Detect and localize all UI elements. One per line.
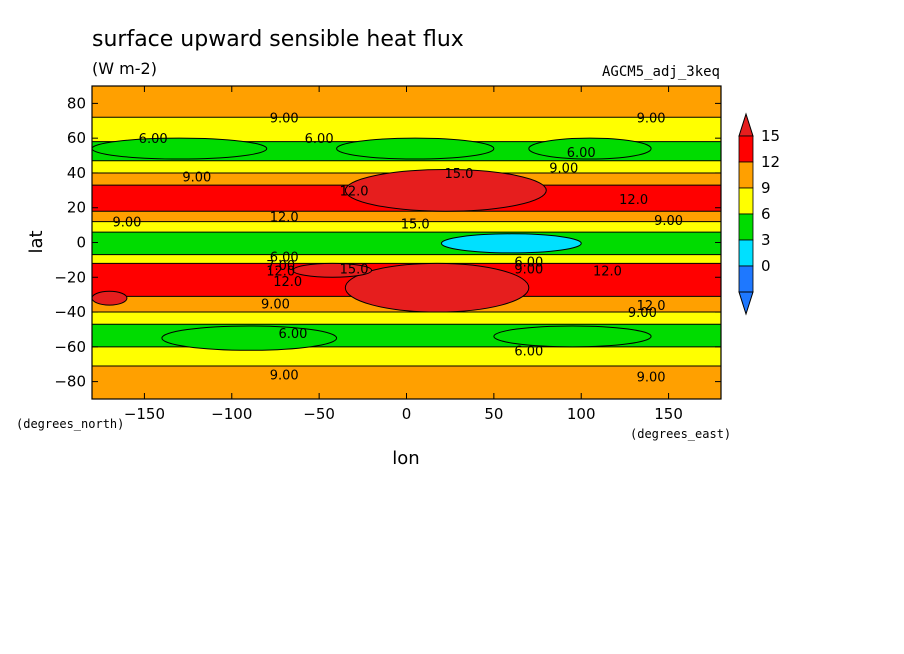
contour-label-24: 9.00 (628, 306, 657, 321)
contour-label-22: 9.00 (261, 297, 290, 312)
colorbar-segment-1 (738, 161, 754, 189)
contour-label-27: 9.00 (270, 369, 299, 384)
y-tick-label-0: −80 (54, 373, 86, 391)
contour-label-9: 12.0 (619, 193, 648, 208)
contour-label-8: 12.0 (340, 184, 369, 199)
colorbar-label-1: 3 (761, 231, 771, 249)
y-axis-label: lat (26, 230, 47, 253)
contour-label-2: 6.00 (139, 132, 168, 147)
colorbar-segment-5 (738, 265, 754, 293)
contour-label-13: 15.0 (401, 217, 430, 232)
colorbar-label-3: 9 (761, 179, 771, 197)
contour-label-23: 12.0 (637, 299, 666, 314)
contour-label-28: 9.00 (637, 370, 666, 385)
y-units-label: (degrees_north) (16, 417, 124, 431)
maximum-region-0 (344, 168, 547, 212)
contour-label-15: 7.00 (266, 259, 295, 274)
x-units-label: (degrees_east) (630, 427, 731, 441)
contour-label-6: 9.00 (182, 170, 211, 185)
contour-label-25: 6.00 (278, 327, 307, 342)
zonal-band-6 (92, 211, 721, 222)
maximum-region-1 (344, 262, 530, 313)
x-tick-label-2: −50 (303, 405, 335, 423)
x-tick-label-4: 50 (484, 405, 503, 423)
minimum-region-4 (440, 233, 582, 254)
y-axis: −80 −60 −40 −20 0 20 40 60 80 (54, 94, 721, 391)
colorbar-segment-2 (738, 187, 754, 215)
y-tick-label-4: 0 (76, 234, 86, 252)
minimum-region-5 (91, 137, 268, 160)
colorbar-bottom-arrow (738, 291, 754, 316)
contour-label-14: 6.00 (270, 250, 299, 265)
y-tick-label-6: 40 (67, 164, 86, 182)
contour-labels: 9.00 9.006.00 6.006.009.009.00 15.012.012.0… (112, 111, 683, 385)
minimum-region-8 (161, 325, 338, 351)
zonal-band-14 (92, 346, 721, 366)
zonal-band-7 (92, 221, 721, 233)
contour-label-7: 15.0 (444, 167, 473, 182)
contour-label-19: 6.00 (514, 256, 543, 271)
colorbar-label-0: 0 (761, 257, 771, 275)
x-tick-label-5: 100 (567, 405, 596, 423)
contour-label-0: 9.00 (270, 111, 299, 126)
y-tick-label-5: 20 (67, 199, 86, 217)
maximum-region-3 (292, 262, 373, 278)
contour-label-12: 9.00 (654, 214, 683, 229)
colorbar-segment-3 (738, 213, 754, 241)
contour-label-3: 6.00 (305, 132, 334, 147)
units-label: (W m-2) (92, 59, 157, 78)
y-tick-label-3: −20 (54, 268, 86, 286)
contour-label-20: 9.00 (514, 263, 543, 278)
contour-label-18: 15.0 (340, 263, 369, 278)
contour-label-5: 9.00 (549, 162, 578, 177)
colorbar-top-arrow (738, 112, 754, 137)
x-axis: −150 −100 −50 0 50 100 150 (124, 86, 683, 423)
x-tick-label-1: −100 (211, 405, 252, 423)
y-tick-label-2: −40 (54, 303, 86, 321)
contour-label-11: 9.00 (112, 216, 141, 231)
y-tick-label-7: 60 (67, 129, 86, 147)
x-tick-label-0: −150 (124, 405, 165, 423)
maximum-region-2 (91, 290, 128, 306)
y-tick-label-8: 80 (67, 94, 86, 112)
y-tick-label-1: −60 (54, 338, 86, 356)
contour-label-21: 12.0 (593, 264, 622, 279)
contour-label-10: 12.0 (270, 210, 299, 225)
colorbar-label-4: 12 (761, 153, 780, 171)
colorbar-label-2: 6 (761, 205, 771, 223)
colorbar: 0 3 6 9 12 15 (738, 112, 780, 316)
contour-label-16: 12.0 (266, 264, 295, 279)
colorbar-segment-4 (738, 239, 754, 267)
x-axis-label: lon (392, 448, 419, 469)
chart-title: surface upward sensible heat flux (92, 27, 464, 52)
x-tick-label-6: 150 (654, 405, 683, 423)
contour-label-17: 12.0 (273, 275, 302, 290)
x-tick-label-3: 0 (402, 405, 412, 423)
zonal-band-9 (92, 254, 721, 264)
contour-label-26: 6.00 (514, 344, 543, 359)
minimum-region-6 (336, 137, 495, 160)
zonal-band-8 (92, 232, 721, 255)
contour-label-4: 6.00 (567, 146, 596, 161)
contour-label-1: 9.00 (637, 111, 666, 126)
colorbar-label-5: 15 (761, 127, 780, 145)
run-label: AGCM5_adj_3keq (602, 64, 720, 80)
zonal-band-1 (92, 117, 721, 142)
zonal-band-3 (92, 160, 721, 173)
plot-area (91, 85, 721, 399)
minimum-region-7 (528, 137, 652, 160)
zonal-band-12 (92, 312, 721, 325)
minimum-region-9 (493, 325, 652, 348)
colorbar-segment-0 (738, 135, 754, 163)
